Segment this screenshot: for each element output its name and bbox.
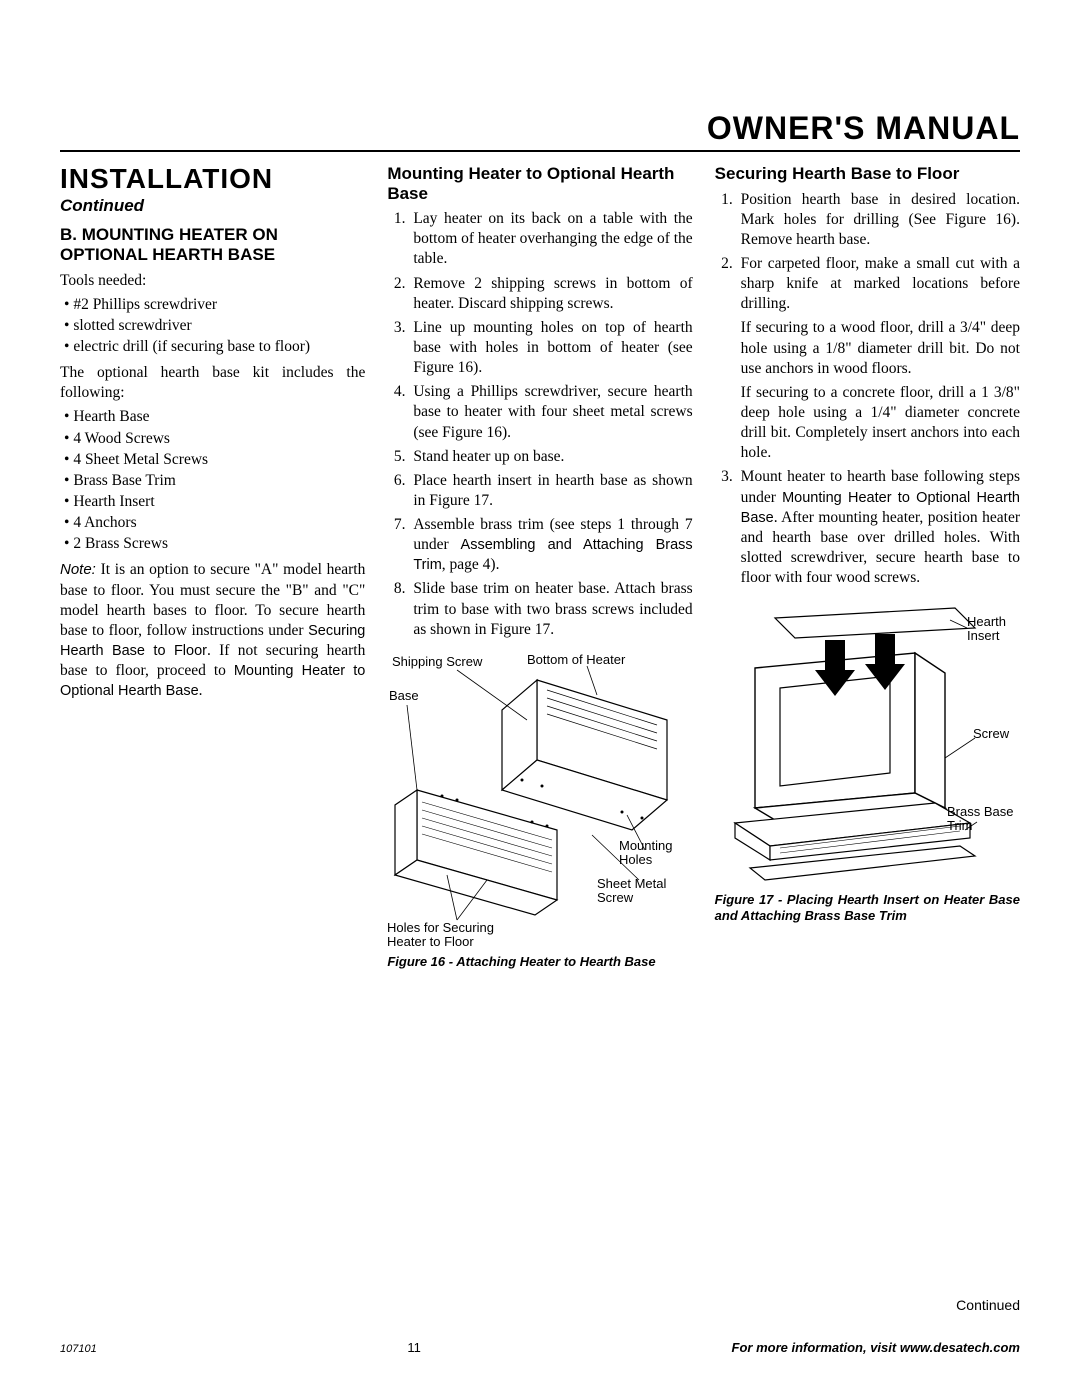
list-item: Hearth Base xyxy=(64,407,365,427)
figure-16: Shipping Screw Bottom of Heater Base Mou… xyxy=(387,650,692,970)
list-item: Lay heater on its back on a table with t… xyxy=(409,209,692,269)
figure-17-caption: Figure 17 - Placing Hearth Insert on Hea… xyxy=(715,892,1020,923)
list-item: Stand heater up on base. xyxy=(409,447,692,467)
more-info: For more information, visit www.desatech… xyxy=(732,1340,1020,1355)
footer: 107101 11 For more information, visit ww… xyxy=(60,1340,1020,1355)
securing-steps: Position hearth base in desired location… xyxy=(715,190,1020,589)
list-item: Position hearth base in desired location… xyxy=(737,190,1020,250)
callout-sheet-metal-screw: Sheet MetalScrew xyxy=(597,876,666,905)
page-number: 11 xyxy=(407,1340,421,1355)
subsection-mounting: Mounting Heater to Optional Hearth Base xyxy=(387,164,692,203)
list-item: Mount heater to hearth base following st… xyxy=(737,467,1020,588)
note-body-3: . xyxy=(199,682,203,699)
running-head: Owner's Manual xyxy=(707,110,1020,147)
continued-label: Continued xyxy=(60,195,365,217)
columns: Installation Continued B. MOUNTING HEATE… xyxy=(60,164,1020,970)
list-item: For carpeted floor, make a small cut wit… xyxy=(737,254,1020,463)
list-item: 4 Wood Screws xyxy=(64,429,365,449)
continued-bottom: Continued xyxy=(956,1297,1020,1313)
list-item: electric drill (if securing base to floo… xyxy=(64,337,365,357)
figure-16-svg: Shipping Screw Bottom of Heater Base Mou… xyxy=(387,650,687,950)
section-title: Installation xyxy=(60,164,365,193)
step3b: . After mounting heater, position heater… xyxy=(741,509,1020,586)
top-rule xyxy=(60,150,1020,152)
callout-holes-securing: Holes for SecuringHeater to Floor xyxy=(387,920,494,949)
list-item: Brass Base Trim xyxy=(64,471,365,491)
col-right: Securing Hearth Base to Floor Position h… xyxy=(715,164,1020,970)
callout-base: Base xyxy=(389,688,419,703)
list-item: 4 Anchors xyxy=(64,513,365,533)
step2a: For carpeted floor, make a small cut wit… xyxy=(741,255,1020,312)
kit-lead: The optional hearth base kit includes th… xyxy=(60,363,365,403)
col-left: Installation Continued B. MOUNTING HEATE… xyxy=(60,164,365,970)
list-item: 2 Brass Screws xyxy=(64,534,365,554)
list-item: 4 Sheet Metal Screws xyxy=(64,450,365,470)
col-middle: Mounting Heater to Optional Hearth Base … xyxy=(387,164,692,970)
step2c: If securing to a concrete floor, drill a… xyxy=(741,383,1020,464)
list-item: Assemble brass trim (see steps 1 through… xyxy=(409,515,692,575)
figure-17-svg: HearthInsert Screw Brass BaseTrim xyxy=(715,598,1015,888)
figure-17: HearthInsert Screw Brass BaseTrim Figure… xyxy=(715,598,1020,923)
list-item: Using a Phillips screwdriver, secure hea… xyxy=(409,382,692,442)
tools-list: #2 Phillips screwdriver slotted screwdri… xyxy=(60,295,365,357)
callout-shipping-screw: Shipping Screw xyxy=(392,654,483,669)
callout-screw: Screw xyxy=(973,726,1010,741)
step2b: If securing to a wood floor, drill a 3/4… xyxy=(741,318,1020,378)
note-label: Note: xyxy=(60,561,96,578)
note-paragraph: Note: It is an option to secure "A" mode… xyxy=(60,560,365,701)
subsection-b: B. MOUNTING HEATER ON OPTIONAL HEARTH BA… xyxy=(60,225,365,264)
list-item: Line up mounting holes on top of hearth … xyxy=(409,318,692,378)
doc-number: 107101 xyxy=(60,1343,97,1355)
callout-brass-trim: Brass BaseTrim xyxy=(947,804,1013,833)
callout-hearth-insert: HearthInsert xyxy=(967,614,1006,643)
list-item: #2 Phillips screwdriver xyxy=(64,295,365,315)
list-item: slotted screwdriver xyxy=(64,316,365,336)
list-item: Hearth Insert xyxy=(64,492,365,512)
subsection-securing: Securing Hearth Base to Floor xyxy=(715,164,1020,184)
list-item: Slide base trim on heater base. Attach b… xyxy=(409,579,692,639)
figure-16-caption: Figure 16 - Attaching Heater to Hearth B… xyxy=(387,954,692,970)
step7-b: , page 4). xyxy=(442,556,500,573)
list-item: Remove 2 shipping screws in bottom of he… xyxy=(409,274,692,314)
mounting-steps: Lay heater on its back on a table with t… xyxy=(387,209,692,640)
page: Owner's Manual Installation Continued B.… xyxy=(0,0,1080,1397)
list-item: Place hearth insert in hearth base as sh… xyxy=(409,471,692,511)
callout-mounting-holes: MountingHoles xyxy=(619,838,672,867)
tools-lead: Tools needed: xyxy=(60,271,365,291)
callout-bottom-of-heater: Bottom of Heater xyxy=(527,652,626,667)
kit-list: Hearth Base 4 Wood Screws 4 Sheet Metal … xyxy=(60,407,365,554)
